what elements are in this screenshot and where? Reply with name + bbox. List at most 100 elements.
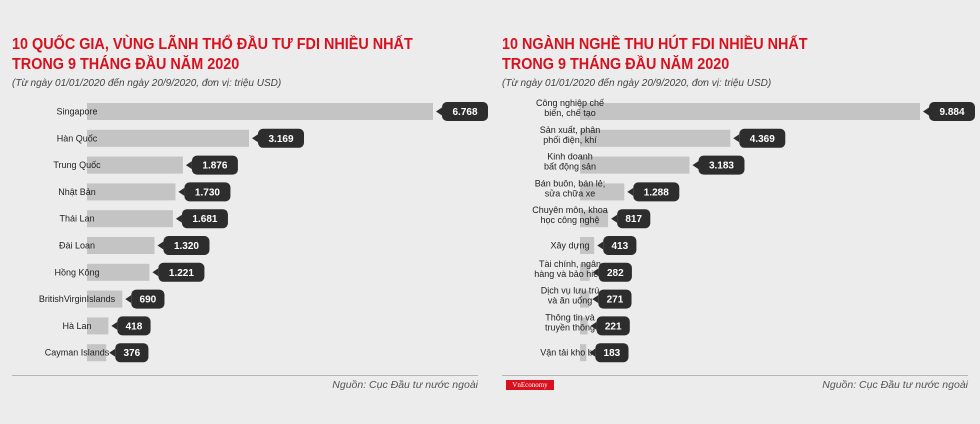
right-value-pointer-8 xyxy=(592,295,599,304)
right-category-label-4-line-1: Bán buôn, bán lẻ; xyxy=(535,178,606,188)
right-value-badge-1 xyxy=(929,102,975,121)
right-bar-6 xyxy=(580,237,595,254)
left-category-label-8: BritishVirginIslands xyxy=(39,294,116,304)
left-value-badge-6 xyxy=(163,236,210,255)
right-value-badge-6 xyxy=(603,236,637,255)
right-value-label-9: 221 xyxy=(605,321,622,332)
right-category-label-10: Vận tải kho bãi xyxy=(540,348,600,358)
right-category-label-4-line-2: sửa chữa xe xyxy=(545,188,596,198)
left-value-label-6: 1.320 xyxy=(174,241,199,252)
left-value-badge-4 xyxy=(184,182,231,202)
right-value-pointer-1 xyxy=(923,107,929,116)
right-source-note: Nguồn: Cục Đầu tư nước ngoài xyxy=(822,379,968,391)
right-category-label-5-line-1: Chuyên môn, khoa xyxy=(532,205,608,215)
right-category-label-9-line-1: Thông tin và xyxy=(545,312,595,322)
left-value-badge-8 xyxy=(131,289,165,309)
right-value-label-10: 183 xyxy=(604,348,621,359)
right-chart-title: 10 NGÀNH NGHỀ THU HÚT FDI NHIỀU NHẤT TRO… xyxy=(502,35,808,75)
left-value-pointer-4 xyxy=(178,187,185,196)
left-bar-2 xyxy=(87,129,250,147)
left-value-badge-3 xyxy=(191,155,238,175)
left-bar-chart: Singapore 6.768 Hàn Quốc 3.169 Trung Quốc 1.8… xyxy=(39,102,488,363)
left-category-label-9: Hà Lan xyxy=(62,321,91,331)
left-bar-7 xyxy=(87,263,150,281)
left-category-label-5: Thái Lan xyxy=(59,214,94,224)
right-chart-subtitle: (Từ ngày 01/01/2020 đến ngày 20/9/2020, … xyxy=(502,78,772,89)
right-value-badge-9 xyxy=(596,316,630,336)
left-value-label-10: 376 xyxy=(123,348,140,359)
right-category-label-1-line-1: Công nghiệp chế xyxy=(536,98,604,108)
right-category-label-5-line-2: học công nghệ xyxy=(540,215,599,225)
right-category-label-3-line-1: Kinh doanh xyxy=(547,152,593,162)
right-category-label-9-line-2: truyền thông xyxy=(545,322,595,332)
left-value-label-7: 1.221 xyxy=(169,268,194,279)
right-value-pointer-3 xyxy=(692,161,699,170)
right-category-label-8-line-1: Dịch vụ lưu trú xyxy=(541,286,600,296)
left-value-badge-9 xyxy=(117,316,151,336)
left-category-label-6: Đài Loan xyxy=(59,241,95,251)
left-value-badge-5 xyxy=(181,209,228,229)
right-value-badge-8 xyxy=(598,289,632,309)
left-chart-title: 10 QUỐC GIA, VÙNG LÃNH THỔ ĐẦU TƯ FDI NH… xyxy=(12,35,413,75)
right-value-badge-10 xyxy=(595,343,629,363)
right-bar-7 xyxy=(580,263,590,281)
left-value-pointer-2 xyxy=(252,134,259,143)
right-category-label-7-line-1: Tài chính, ngân xyxy=(539,259,601,269)
left-category-label-1: Singapore xyxy=(56,107,97,117)
left-chart-panel: 10 QUỐC GIA, VÙNG LÃNH THỔ ĐẦU TƯ FDI NH… xyxy=(12,35,488,391)
right-value-pointer-6 xyxy=(597,241,604,250)
right-value-label-7: 282 xyxy=(607,268,624,279)
left-bar-1 xyxy=(87,103,433,120)
left-baseline xyxy=(12,375,478,376)
right-value-label-5: 817 xyxy=(625,214,642,225)
left-title-line-2: TRONG 9 THÁNG ĐẦU NĂM 2020 xyxy=(12,56,240,73)
right-value-label-1: 9.884 xyxy=(939,107,964,118)
right-value-pointer-4 xyxy=(627,187,634,196)
left-value-label-1: 6.768 xyxy=(452,107,477,118)
right-category-label-3-line-2: bất động sản xyxy=(544,162,596,172)
right-value-pointer-7 xyxy=(592,268,599,277)
right-bar-2 xyxy=(580,129,731,147)
left-value-label-5: 1.681 xyxy=(192,214,217,225)
right-chart-panel: 10 NGÀNH NGHỀ THU HÚT FDI NHIỀU NHẤT TRO… xyxy=(490,0,980,424)
left-value-pointer-7 xyxy=(152,268,159,277)
left-value-label-4: 1.730 xyxy=(195,187,220,198)
right-value-label-4: 1.288 xyxy=(644,187,669,198)
right-bar-10 xyxy=(580,344,587,362)
right-bar-5 xyxy=(580,210,609,228)
right-bar-1 xyxy=(580,103,920,120)
left-category-label-7: Hồng Kông xyxy=(54,267,99,277)
left-bar-10 xyxy=(87,344,107,362)
left-bar-6 xyxy=(87,237,155,254)
right-value-label-8: 271 xyxy=(607,295,624,306)
right-bar-4 xyxy=(580,183,625,201)
left-value-pointer-6 xyxy=(157,241,164,250)
left-category-label-2: Hàn Quốc xyxy=(57,133,98,143)
right-value-label-2: 4.369 xyxy=(750,134,775,145)
right-baseline xyxy=(502,375,968,376)
right-value-badge-5 xyxy=(617,209,651,229)
left-value-badge-2 xyxy=(258,128,305,148)
left-category-label-3: Trung Quốc xyxy=(53,160,101,170)
left-value-pointer-10 xyxy=(109,348,116,357)
right-category-label-7-line-2: hàng và bảo hiểm xyxy=(534,269,606,279)
right-value-pointer-9 xyxy=(590,321,597,330)
right-value-badge-3 xyxy=(698,155,745,175)
left-category-label-4: Nhật Bản xyxy=(58,187,96,197)
left-chart-subtitle: (Từ ngày 01/01/2020 đến ngày 20/9/2020, … xyxy=(12,78,282,89)
left-value-label-3: 1.876 xyxy=(202,161,227,172)
left-value-pointer-9 xyxy=(111,321,118,330)
right-value-badge-4 xyxy=(633,182,680,202)
left-bar-9 xyxy=(87,317,109,335)
left-value-label-8: 690 xyxy=(140,295,157,306)
right-value-label-6: 413 xyxy=(611,241,628,252)
left-source-note: Nguồn: Cục Đầu tư nước ngoài xyxy=(332,379,478,391)
left-value-pointer-5 xyxy=(175,214,182,223)
right-value-badge-2 xyxy=(739,128,786,148)
right-bar-9 xyxy=(580,317,588,335)
right-value-badge-7 xyxy=(598,262,632,282)
left-bar-4 xyxy=(87,183,176,201)
right-category-label-1-line-2: biến, chế tạo xyxy=(544,108,596,118)
right-category-label-8-line-2: và ăn uống xyxy=(548,296,593,306)
